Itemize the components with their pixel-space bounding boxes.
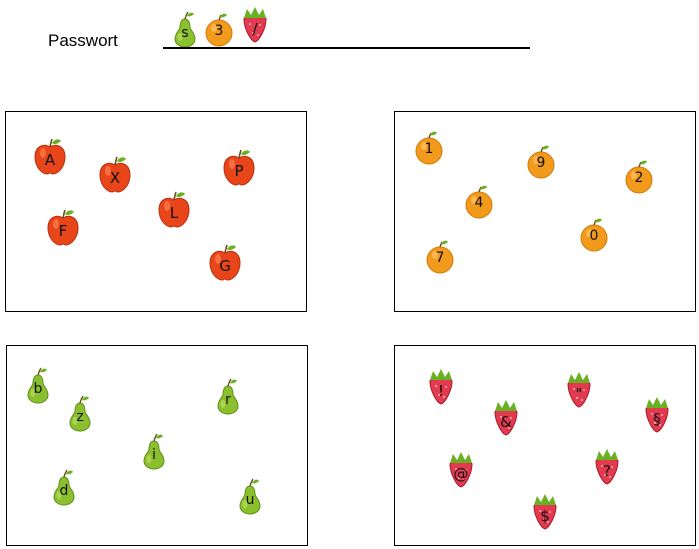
- strawberry-icon: [559, 369, 599, 409]
- key-strawberry-exclamation[interactable]: !: [421, 366, 461, 406]
- strawberry-icon: [525, 491, 565, 531]
- password-underline: [163, 47, 530, 49]
- orange-icon: [574, 214, 614, 254]
- key-apple-X[interactable]: X: [95, 154, 135, 194]
- strawberry-icon: [637, 394, 677, 434]
- pear-icon: [230, 475, 270, 515]
- apple-icon: [154, 189, 194, 229]
- orange-icon: [409, 127, 449, 167]
- apple-icon: [30, 136, 70, 176]
- orange-icon: [199, 9, 239, 49]
- key-orange-9[interactable]: 9: [521, 141, 561, 181]
- apple-icon: [43, 207, 83, 247]
- apple-panel: [5, 111, 307, 312]
- pear-icon: [134, 430, 174, 470]
- apple-icon: [205, 242, 245, 282]
- strawberry-icon: [486, 397, 526, 437]
- entered-char-2: 3: [199, 9, 239, 49]
- key-strawberry-quote[interactable]: ": [559, 369, 599, 409]
- password-label: Passwort: [48, 31, 118, 50]
- key-pear-z[interactable]: z: [60, 392, 100, 432]
- orange-panel: [394, 111, 696, 312]
- key-apple-L[interactable]: L: [154, 189, 194, 229]
- key-pear-b[interactable]: b: [18, 364, 58, 404]
- key-apple-P[interactable]: P: [219, 147, 259, 187]
- strawberry-icon: [587, 446, 627, 486]
- strawberry-icon: [421, 366, 461, 406]
- key-pear-u[interactable]: u: [230, 475, 270, 515]
- key-strawberry-section[interactable]: §: [637, 394, 677, 434]
- pear-icon: [18, 364, 58, 404]
- key-orange-0[interactable]: 0: [574, 214, 614, 254]
- pear-icon: [44, 466, 84, 506]
- apple-icon: [219, 147, 259, 187]
- entered-char-3: /: [235, 4, 275, 44]
- apple-icon: [95, 154, 135, 194]
- key-strawberry-question[interactable]: ?: [587, 446, 627, 486]
- strawberry-icon: [441, 449, 481, 489]
- key-pear-d[interactable]: d: [44, 466, 84, 506]
- key-orange-1[interactable]: 1: [409, 127, 449, 167]
- key-apple-F[interactable]: F: [43, 207, 83, 247]
- key-strawberry-ampersand[interactable]: &: [486, 397, 526, 437]
- pear-icon: [208, 375, 248, 415]
- orange-icon: [420, 236, 460, 276]
- key-orange-2[interactable]: 2: [619, 156, 659, 196]
- key-apple-G[interactable]: G: [205, 242, 245, 282]
- key-orange-7[interactable]: 7: [420, 236, 460, 276]
- key-orange-4[interactable]: 4: [459, 181, 499, 221]
- key-pear-r[interactable]: r: [208, 375, 248, 415]
- key-apple-A[interactable]: A: [30, 136, 70, 176]
- orange-icon: [459, 181, 499, 221]
- strawberry-icon: [235, 4, 275, 44]
- key-strawberry-dollar[interactable]: $: [525, 491, 565, 531]
- orange-icon: [619, 156, 659, 196]
- key-strawberry-at[interactable]: @: [441, 449, 481, 489]
- pear-icon: [60, 392, 100, 432]
- orange-icon: [521, 141, 561, 181]
- key-pear-i[interactable]: i: [134, 430, 174, 470]
